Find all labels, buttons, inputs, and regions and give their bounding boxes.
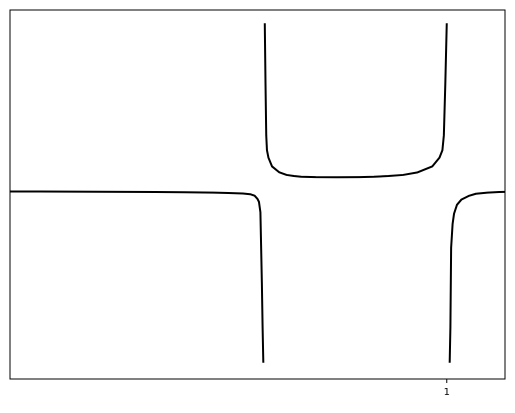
series-layer <box>10 23 506 363</box>
series-0-branch-2 <box>448 190 506 363</box>
series-0-branch-0 <box>10 190 265 363</box>
x-axis: 1 <box>444 379 450 398</box>
plot-frame <box>9 9 506 380</box>
x-tick-label-0: 1 <box>444 387 450 398</box>
plot-area: 1 <box>9 9 506 398</box>
series-0-branch-1 <box>263 23 448 179</box>
